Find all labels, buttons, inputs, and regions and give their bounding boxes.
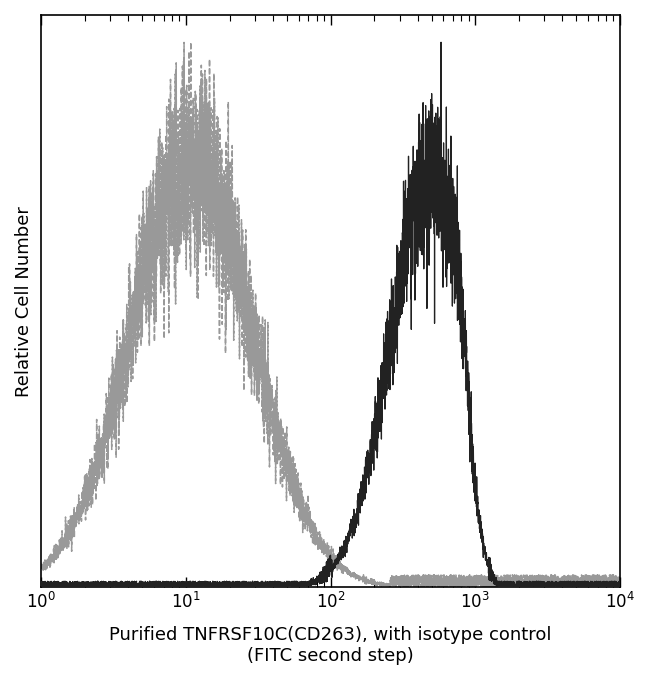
Y-axis label: Relative Cell Number: Relative Cell Number bbox=[15, 206, 33, 396]
X-axis label: Purified TNFRSF10C(CD263), with isotype control
(FITC second step): Purified TNFRSF10C(CD263), with isotype … bbox=[109, 626, 552, 665]
